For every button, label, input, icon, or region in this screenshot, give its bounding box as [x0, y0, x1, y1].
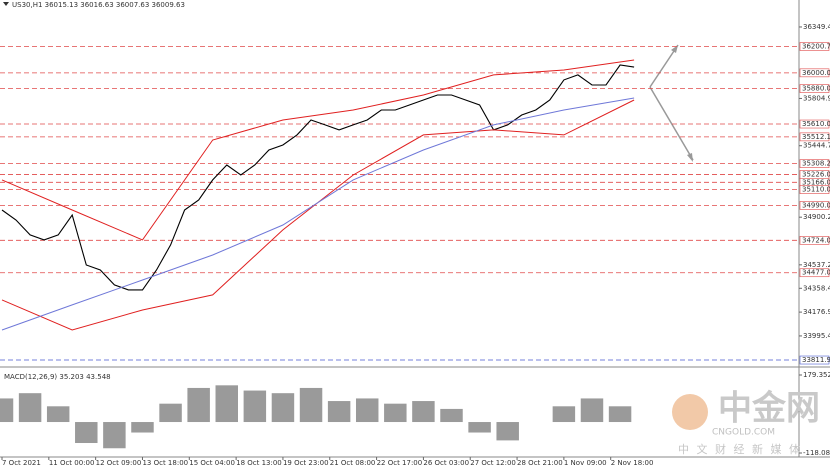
macd-bar	[46, 406, 70, 423]
level-label-box	[799, 185, 830, 194]
macd-bar	[243, 390, 267, 423]
y-tick-label: 34358.45	[803, 284, 830, 292]
level-label: 35308.23	[802, 160, 830, 168]
level-label-box	[799, 132, 830, 142]
macd-bar	[355, 398, 379, 423]
x-tick-label: 2 Nov 18:00	[611, 459, 654, 467]
level-label-box	[799, 119, 830, 129]
macd-bar	[75, 422, 98, 444]
level-label-box	[799, 159, 830, 168]
x-tick-label: 18 Oct 13:00	[236, 459, 282, 467]
level-label: 35166.00	[802, 178, 830, 186]
level-label: 35110.00	[802, 186, 830, 194]
macd-bar	[608, 406, 632, 423]
macd-bar	[215, 385, 238, 423]
y-tick-label: 34537.20	[803, 261, 830, 269]
macd-bar	[131, 422, 154, 433]
arrow-head	[671, 45, 678, 53]
forecast-arrow-up	[649, 44, 679, 88]
macd-bar	[187, 387, 210, 423]
y-tick-label: 35444.70	[803, 142, 830, 150]
macd-bar	[103, 422, 126, 449]
x-tick-label: 1 Nov 09:00	[564, 459, 607, 467]
macd-bar	[18, 393, 42, 423]
price-line	[1, 59, 635, 241]
macd-bar	[552, 406, 576, 423]
level-label: 36200.71	[802, 42, 830, 50]
macd-label: MACD(12,26,9) 35.203 43.548	[4, 373, 111, 381]
macd-bar	[412, 401, 435, 423]
macd-bar	[496, 422, 519, 441]
level-label-box	[799, 201, 830, 210]
x-tick-label: 13 Oct 18:00	[142, 459, 188, 467]
chart-title: US30,H1 36015.13 36016.63 36007.63 36009…	[12, 1, 185, 9]
menu-arrow	[3, 2, 9, 6]
price-line	[1, 97, 635, 331]
x-tick-label: 27 Oct 12:00	[470, 459, 516, 467]
x-tick-label: 12 Oct 09:00	[96, 459, 142, 467]
x-tick-label: 15 Oct 04:00	[189, 459, 235, 467]
y-tick-label: 34900.20	[803, 213, 830, 221]
level-label-box	[799, 68, 830, 78]
macd-bar	[384, 403, 407, 423]
level-label: 35512.12	[802, 133, 830, 141]
level-label: 36000.00	[802, 69, 830, 77]
level-label: 35226.00	[802, 170, 830, 178]
x-tick-label: 11 Oct 00:00	[49, 459, 95, 467]
y-tick-label: 36349.45	[803, 23, 830, 31]
macd-bar	[0, 398, 14, 423]
level-label-box	[799, 355, 830, 365]
x-tick-label: 22 Oct 17:00	[377, 459, 423, 467]
level-label-box	[799, 42, 830, 51]
watermark-slogan: 中 文 财 经 新 媒 体	[678, 442, 802, 456]
y-tick-label: 35804.95	[803, 94, 830, 102]
watermark-site: CNGOLD.COM	[712, 428, 775, 438]
level-label-box	[799, 268, 830, 278]
macd-y-tick-label: -118.08	[803, 449, 830, 457]
level-label: 34990.00	[802, 201, 830, 209]
y-tick-label: 34176.95	[803, 308, 830, 316]
x-tick-label: 26 Oct 03:00	[423, 459, 469, 467]
level-label: 35610.00	[802, 120, 830, 128]
watermark-icon	[672, 394, 708, 430]
x-tick-label: 21 Oct 08:00	[330, 459, 376, 467]
level-label: 34724.00	[802, 236, 830, 244]
y-tick-label: 33995.45	[803, 332, 830, 340]
forecast-arrow-down	[649, 86, 694, 161]
macd-bar	[327, 401, 351, 423]
level-label: 35880.00	[802, 85, 830, 93]
level-label: 34477.00	[802, 269, 830, 277]
x-tick-label: 19 Oct 23:00	[283, 459, 329, 467]
x-tick-label: 28 Oct 21:00	[517, 459, 563, 467]
watermark-logo: 中金网	[718, 389, 820, 429]
macd-bar	[271, 393, 295, 423]
level-label-box	[799, 84, 830, 93]
price-line	[1, 64, 635, 291]
level-label: 33811.92	[802, 356, 830, 364]
macd-bar	[580, 398, 604, 423]
macd-y-tick-label: 179.352	[803, 371, 830, 379]
level-label-box	[799, 236, 830, 245]
macd-bar	[440, 408, 463, 423]
arrow-head	[687, 153, 693, 162]
macd-bar	[159, 403, 182, 423]
macd-bar	[299, 387, 323, 423]
x-tick-label: 7 Oct 2021	[2, 459, 41, 467]
macd-bar	[468, 422, 491, 433]
